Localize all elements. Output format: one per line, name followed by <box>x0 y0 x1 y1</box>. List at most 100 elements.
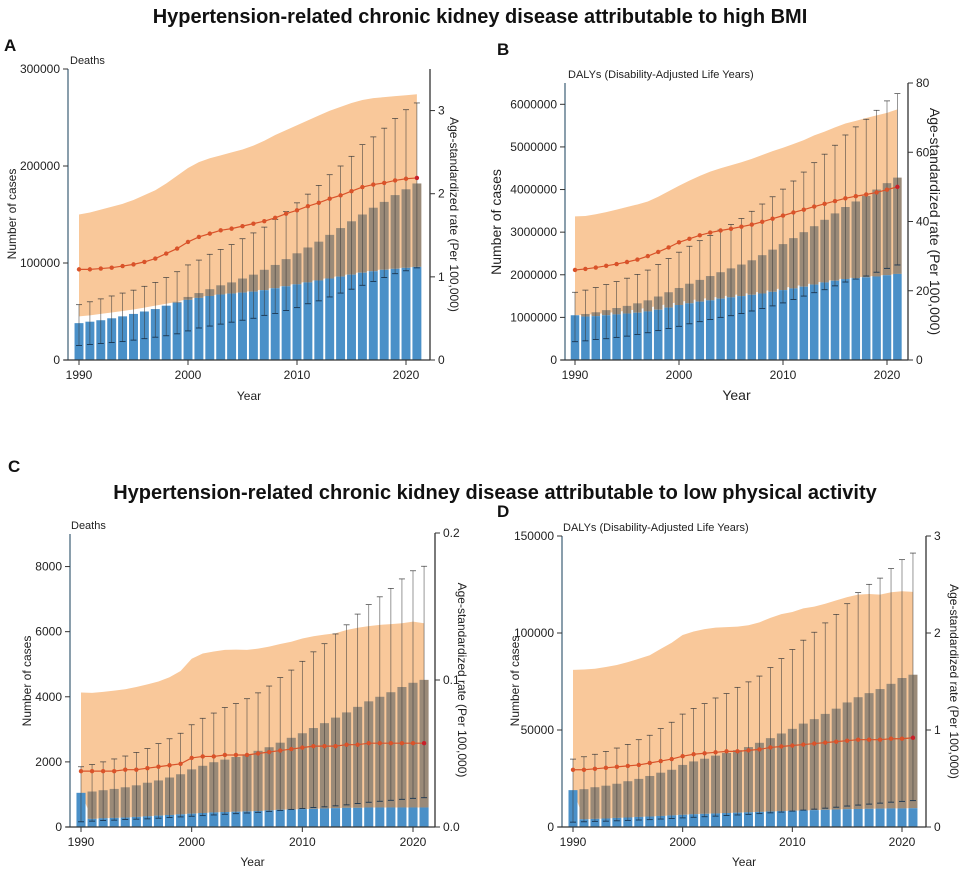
bar <box>242 811 252 827</box>
bar <box>765 811 775 827</box>
y2-tick-label: 0.2 <box>443 526 460 540</box>
rate-point <box>338 193 343 198</box>
rate-point <box>371 182 376 187</box>
rate-point <box>614 261 619 267</box>
rate-point <box>790 743 795 748</box>
rate-point <box>218 228 223 233</box>
bar <box>314 280 324 360</box>
rate-point <box>305 203 311 209</box>
rate-point <box>421 741 427 746</box>
rate-point <box>570 767 576 772</box>
x-tick-label: 2000 <box>175 368 202 382</box>
x-tick-label: 2020 <box>393 368 420 382</box>
panel-letter-a: A <box>4 36 17 55</box>
bar <box>319 808 330 827</box>
rate-point <box>768 745 773 750</box>
y-tick-label: 100000 <box>20 256 60 270</box>
rate-point <box>757 747 762 752</box>
bar <box>275 809 285 827</box>
rate-point <box>120 263 125 269</box>
bar <box>303 282 313 360</box>
rate-point <box>344 742 349 747</box>
bar <box>633 312 642 360</box>
x-tick-label: 2020 <box>400 835 427 849</box>
rate-point <box>100 768 106 774</box>
rate-point <box>791 210 796 215</box>
x-tick-label: 2020 <box>874 368 901 382</box>
rate-point <box>377 741 382 746</box>
measure-label: Deaths <box>70 55 105 67</box>
rate-point <box>864 192 869 197</box>
y-tick-label: 150000 <box>514 529 554 543</box>
bar <box>653 309 663 360</box>
bar <box>809 284 819 360</box>
rate-point <box>89 768 95 774</box>
bar <box>187 813 197 827</box>
y2-tick-label: 3 <box>934 529 941 543</box>
rate-point <box>713 750 718 755</box>
bar <box>634 816 644 827</box>
y-tick-label: 300000 <box>20 62 60 76</box>
y2-tick-label: 40 <box>916 215 930 229</box>
rate-point <box>142 259 147 265</box>
bar <box>875 808 885 827</box>
bar <box>841 279 850 360</box>
bar <box>347 274 356 360</box>
rate-point <box>392 178 398 183</box>
bar <box>209 812 219 827</box>
bar <box>908 808 918 827</box>
bar <box>798 810 808 827</box>
bar <box>364 807 374 827</box>
rate-point <box>294 208 300 213</box>
x-tick-label: 1990 <box>562 368 589 382</box>
y-axis-label: Number of cases <box>508 636 522 727</box>
rate-point <box>823 740 828 745</box>
x-tick-label: 2000 <box>669 835 696 849</box>
x-axis-label: Year <box>240 855 264 869</box>
y-axis-label: Number of cases <box>20 636 34 727</box>
bar <box>330 808 341 827</box>
rate-point <box>666 245 671 250</box>
bottom-title: Hypertension-related chronic kidney dise… <box>113 482 877 504</box>
rate-point <box>656 249 661 255</box>
rate-point <box>399 741 405 746</box>
bar <box>754 811 764 827</box>
rate-point <box>255 751 261 756</box>
bar <box>120 817 130 827</box>
rate-point <box>812 741 817 746</box>
bar <box>412 266 422 360</box>
rate-point <box>728 226 734 231</box>
y2-tick-label: 1 <box>438 270 445 284</box>
y2-tick-label: 0.0 <box>443 820 460 834</box>
bar <box>789 288 798 360</box>
bar <box>87 818 97 827</box>
rate-point <box>355 742 360 747</box>
bar <box>419 807 429 827</box>
rate-point <box>366 741 371 746</box>
y-tick-label: 4000 <box>35 690 62 704</box>
x-tick-label: 2010 <box>289 835 316 849</box>
rate-point <box>702 751 707 756</box>
rate-point <box>749 222 754 227</box>
rate-point <box>388 741 394 746</box>
bar <box>897 808 907 827</box>
bar <box>820 282 829 360</box>
bar <box>700 813 710 827</box>
measure-label: DALYs (Disability-Adjusted Life Years) <box>563 522 749 534</box>
rate-point <box>910 735 916 740</box>
rate-point <box>200 754 205 759</box>
rate-point <box>244 752 250 758</box>
rate-point <box>207 231 212 236</box>
bar <box>757 293 767 360</box>
bar <box>281 286 291 360</box>
bar <box>643 311 653 360</box>
rate-point <box>98 266 104 271</box>
bar <box>401 267 411 360</box>
bar <box>799 286 809 360</box>
bar <box>685 303 694 360</box>
bar <box>590 818 600 827</box>
bar <box>842 809 852 827</box>
x-tick-label: 1990 <box>66 368 93 382</box>
rate-point <box>156 764 161 769</box>
